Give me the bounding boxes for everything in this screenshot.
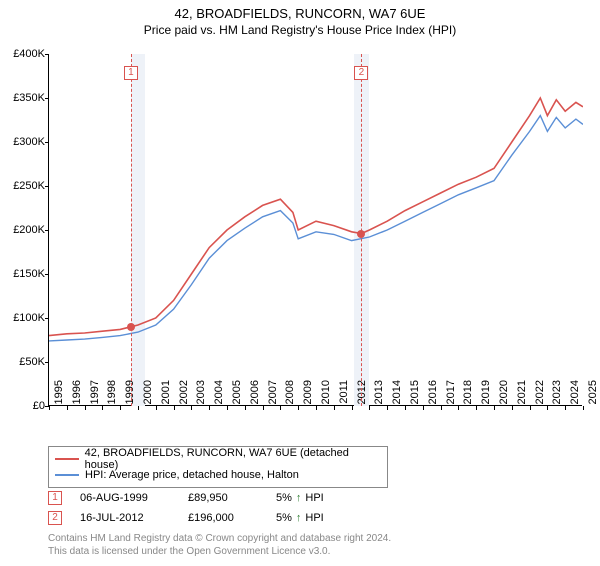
x-tick-label: 2016 <box>427 380 439 410</box>
x-tick-label: 2024 <box>569 380 581 410</box>
transaction-marker: 1 <box>48 491 62 505</box>
chart-container: 42, BROADFIELDS, RUNCORN, WA7 6UE Price … <box>0 6 600 566</box>
x-tick-label: 2004 <box>213 380 225 410</box>
transaction-price: £196,000 <box>188 512 258 524</box>
transaction-table: 1 06-AUG-1999 £89,950 5% ↑HPI 2 16-JUL-2012 £19… <box>48 488 356 528</box>
delta-label: HPI <box>305 492 323 504</box>
legend-label: HPI: Average price, detached house, Halt… <box>85 469 299 481</box>
x-tick-label: 2017 <box>445 380 457 410</box>
x-tick-label: 2000 <box>142 380 154 410</box>
chart-subtitle: Price paid vs. HM Land Registry's House … <box>0 23 600 37</box>
x-tick-label: 1997 <box>89 380 101 410</box>
transaction-delta: 5% ↑HPI <box>276 492 356 504</box>
y-tick-label: £350K <box>1 92 45 104</box>
transaction-date: 06-AUG-1999 <box>80 492 170 504</box>
x-tick-label: 2025 <box>587 380 599 410</box>
legend-box: 42, BROADFIELDS, RUNCORN, WA7 6UE (detac… <box>48 446 388 488</box>
y-tick-label: £0 <box>1 400 45 412</box>
footer-attribution: Contains HM Land Registry data © Crown c… <box>48 532 391 558</box>
chart-area: £0£50K£100K£150K£200K£250K£300K£350K£400… <box>48 54 582 406</box>
series-line <box>49 98 583 336</box>
x-tick-label: 2006 <box>249 380 261 410</box>
x-tick-label: 2007 <box>267 380 279 410</box>
x-tick-label: 2014 <box>391 380 403 410</box>
y-tick-label: £400K <box>1 48 45 60</box>
x-tick-label: 2013 <box>373 380 385 410</box>
x-tick-label: 2015 <box>409 380 421 410</box>
sale-vline <box>131 54 132 406</box>
x-tick-label: 2008 <box>284 380 296 410</box>
sale-dot <box>357 230 365 238</box>
x-tick-label: 2001 <box>160 380 172 410</box>
x-tick-label: 2018 <box>462 380 474 410</box>
plot-region: £0£50K£100K£150K£200K£250K£300K£350K£400… <box>48 54 582 406</box>
arrow-up-icon: ↑ <box>296 512 302 524</box>
footer-line-1: Contains HM Land Registry data © Crown c… <box>48 532 391 545</box>
x-tick-label: 2002 <box>178 380 190 410</box>
y-tick-label: £250K <box>1 180 45 192</box>
x-tick-label: 2010 <box>320 380 332 410</box>
delta-label: HPI <box>305 512 323 524</box>
delta-pct: 5% <box>276 512 292 524</box>
x-tick-label: 2022 <box>534 380 546 410</box>
sale-dot <box>127 323 135 331</box>
legend-label: 42, BROADFIELDS, RUNCORN, WA7 6UE (detac… <box>85 447 381 471</box>
x-tick-label: 2019 <box>480 380 492 410</box>
x-tick-label: 1996 <box>71 380 83 410</box>
delta-pct: 5% <box>276 492 292 504</box>
transaction-delta: 5% ↑HPI <box>276 512 356 524</box>
transaction-row: 1 06-AUG-1999 £89,950 5% ↑HPI <box>48 488 356 508</box>
sale-marker: 1 <box>124 66 138 80</box>
y-tick-label: £100K <box>1 312 45 324</box>
y-tick-label: £150K <box>1 268 45 280</box>
y-tick-label: £50K <box>1 356 45 368</box>
transaction-row: 2 16-JUL-2012 £196,000 5% ↑HPI <box>48 508 356 528</box>
transaction-marker: 2 <box>48 511 62 525</box>
x-tick-label: 2020 <box>498 380 510 410</box>
x-tick-label: 2011 <box>338 380 350 410</box>
series-line <box>49 116 583 341</box>
legend-swatch <box>55 458 79 460</box>
chart-title: 42, BROADFIELDS, RUNCORN, WA7 6UE <box>0 6 600 21</box>
transaction-date: 16-JUL-2012 <box>80 512 170 524</box>
footer-line-2: This data is licensed under the Open Gov… <box>48 545 391 558</box>
transaction-price: £89,950 <box>188 492 258 504</box>
y-tick-label: £300K <box>1 136 45 148</box>
x-tick-label: 1998 <box>106 380 118 410</box>
x-tick-label: 2005 <box>231 380 243 410</box>
y-tick-label: £200K <box>1 224 45 236</box>
x-tick-label: 2009 <box>302 380 314 410</box>
line-series-svg <box>49 54 583 406</box>
x-tick-label: 2021 <box>516 380 528 410</box>
arrow-up-icon: ↑ <box>296 492 302 504</box>
legend-swatch <box>55 474 79 476</box>
legend-item: 42, BROADFIELDS, RUNCORN, WA7 6UE (detac… <box>55 451 381 467</box>
sale-marker: 2 <box>354 66 368 80</box>
x-tick-label: 1995 <box>53 380 65 410</box>
x-tick-label: 2003 <box>195 380 207 410</box>
x-tick-label: 2023 <box>551 380 563 410</box>
